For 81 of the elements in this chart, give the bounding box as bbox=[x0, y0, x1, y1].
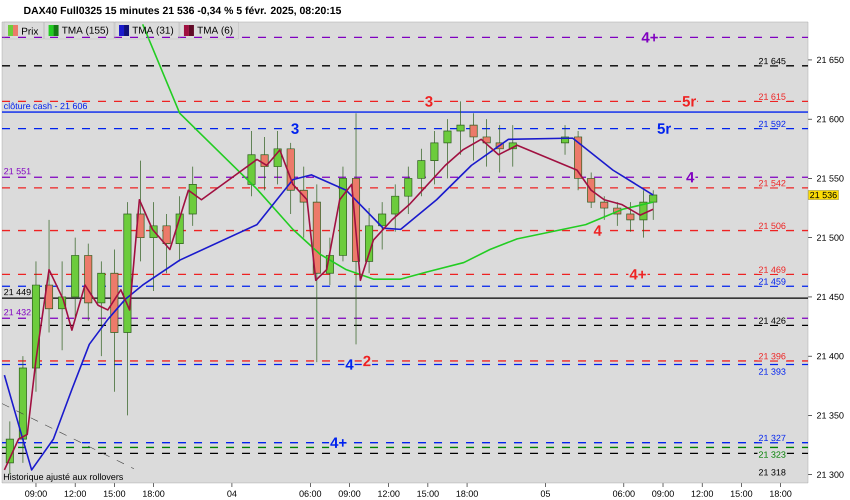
ref-line-label: 21 645 bbox=[758, 58, 786, 64]
ref-line-label: 21 327 bbox=[758, 434, 786, 442]
x-tick-label: 05 bbox=[540, 490, 550, 497]
candlestick bbox=[188, 166, 197, 226]
y-tick-label: 21 600 bbox=[816, 116, 844, 122]
y-tick-label: 21 300 bbox=[816, 472, 844, 478]
ref-line-label: 21 506 bbox=[758, 222, 786, 229]
annotation: 4 bbox=[346, 359, 354, 370]
ref-line-label: 21 542 bbox=[758, 180, 786, 186]
x-tick-label: 18:00 bbox=[770, 490, 792, 497]
ref-line-label: 21 426 bbox=[758, 317, 786, 324]
x-tick-label: 12:00 bbox=[692, 490, 714, 497]
legend-label: Prix bbox=[22, 27, 38, 35]
candlestick bbox=[97, 261, 106, 357]
annotation: 2 bbox=[363, 356, 370, 366]
y-tick-label: 21 550 bbox=[816, 175, 844, 182]
x-tick-label: 09:00 bbox=[652, 490, 674, 497]
annotation: 21 449 bbox=[4, 288, 31, 296]
annotation: 21 432 bbox=[4, 309, 31, 316]
candlestick bbox=[587, 172, 596, 208]
ref-line-label: 21 592 bbox=[758, 120, 786, 128]
x-tick-label: 09:00 bbox=[25, 490, 47, 497]
candlestick bbox=[404, 166, 412, 214]
candlestick bbox=[162, 214, 171, 274]
candlestick bbox=[470, 112, 478, 161]
annotation: 4+ bbox=[630, 269, 646, 280]
ref-line-label: 21 396 bbox=[758, 353, 786, 360]
candlestick bbox=[430, 130, 438, 185]
candlestick bbox=[338, 166, 347, 262]
y-tick-label: 21 450 bbox=[816, 294, 844, 300]
annotation: 4+ bbox=[330, 438, 347, 448]
candlestick bbox=[18, 356, 27, 464]
candlestick bbox=[600, 196, 608, 220]
annotation: 4 bbox=[594, 225, 602, 236]
x-tick-label: 15:00 bbox=[417, 490, 439, 497]
y-tick-label: 21 650 bbox=[816, 56, 844, 64]
candlestick bbox=[123, 202, 132, 416]
annotation: 4 bbox=[686, 172, 694, 182]
x-tick-label: 15:00 bbox=[104, 490, 126, 497]
candlestick bbox=[649, 190, 658, 220]
annotation: Historique ajusté aux rollovers bbox=[4, 473, 123, 482]
ref-line-label: 21 615 bbox=[758, 93, 786, 100]
candlestick bbox=[391, 184, 400, 232]
annotation: 5r bbox=[682, 96, 696, 107]
candlestick bbox=[110, 249, 118, 392]
x-tick-label: 06:00 bbox=[612, 490, 635, 497]
annotation: 5r bbox=[657, 123, 671, 134]
annotation: clôture cash - 21 606 bbox=[4, 102, 88, 110]
ref-line-label: 21 318 bbox=[758, 469, 786, 476]
y-tick-label: 21 400 bbox=[816, 353, 844, 360]
candlestick bbox=[312, 184, 321, 362]
candlestick bbox=[84, 243, 92, 321]
ref-line-label: 21 459 bbox=[758, 278, 786, 285]
x-tick-label: 15:00 bbox=[730, 490, 752, 497]
candlestick bbox=[378, 202, 386, 250]
x-tick-label: 18:00 bbox=[143, 490, 164, 497]
annotation: 3 bbox=[291, 123, 299, 134]
candlestick bbox=[456, 101, 465, 156]
x-tick-label: 18:00 bbox=[456, 490, 478, 497]
annotation: 3 bbox=[425, 96, 433, 107]
y-tick-label: 21 350 bbox=[816, 412, 844, 419]
ref-line-label: 21 393 bbox=[758, 368, 786, 375]
y-tick-label: 21 500 bbox=[816, 234, 844, 241]
legend-label: TMA (6) bbox=[197, 26, 232, 36]
chart-title: DAX40 Full0325 15 minutes 21 536 -0,34 % 5 févr. 2025, 08:20:15 bbox=[24, 6, 342, 16]
legend-label: TMA (155) bbox=[62, 26, 108, 36]
text: 21 536 bbox=[810, 192, 837, 198]
candlestick bbox=[443, 118, 452, 179]
candlestick bbox=[417, 148, 426, 197]
annotation: 21 551 bbox=[4, 168, 31, 174]
candlestick bbox=[32, 261, 40, 392]
x-tick-label: 06:00 bbox=[299, 490, 322, 497]
x-tick-label: 09:00 bbox=[338, 490, 360, 497]
ref-line-label: 21 323 bbox=[758, 451, 786, 458]
annotation: 4+ bbox=[642, 32, 658, 43]
x-tick-label: 12:00 bbox=[64, 490, 86, 497]
x-tick-label: 04 bbox=[227, 490, 237, 497]
candlestick bbox=[626, 202, 634, 232]
candlestick bbox=[45, 220, 54, 333]
x-tick-label: 12:00 bbox=[378, 490, 400, 497]
ref-line-label: 21 469 bbox=[758, 266, 786, 273]
